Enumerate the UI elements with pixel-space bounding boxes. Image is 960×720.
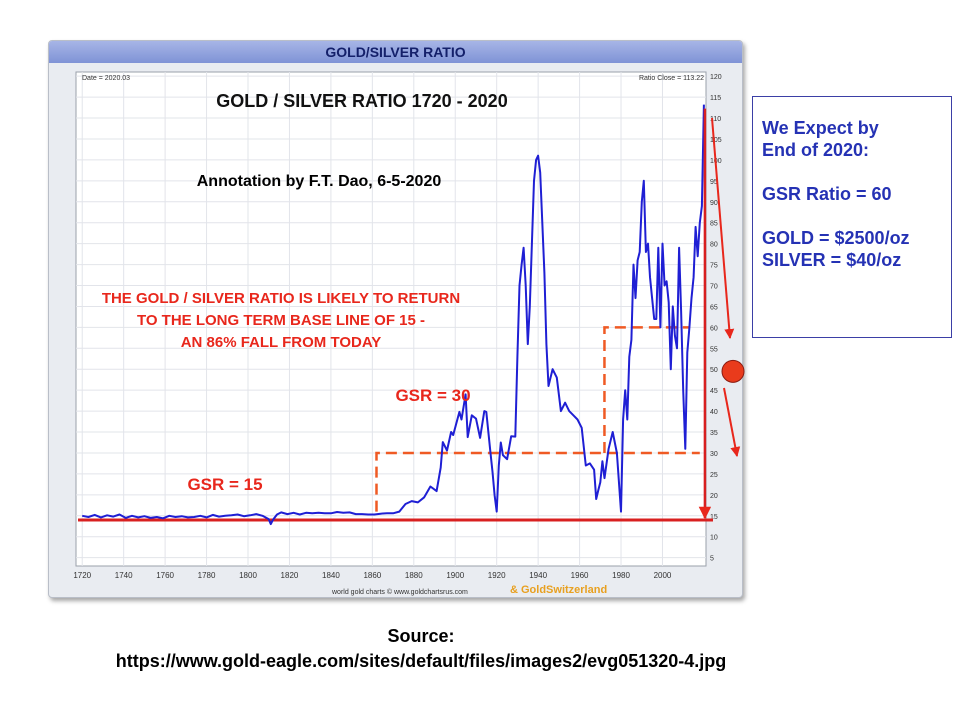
x-tick-label: 2000 [654, 571, 672, 580]
x-tick-label: 1960 [571, 571, 589, 580]
plot-area [75, 71, 707, 567]
x-tick-label: 1940 [529, 571, 547, 580]
x-tick-label: 1860 [363, 571, 381, 580]
y-tick-label: 70 [710, 284, 718, 291]
credit-left: world gold charts © www.goldchartsrus.co… [331, 588, 468, 596]
x-tick-label: 1780 [198, 571, 216, 580]
source-citation: Source: https://www.gold-eagle.com/sites… [0, 624, 842, 674]
y-tick-label: 65 [710, 304, 718, 311]
y-tick-label: 110 [710, 116, 721, 123]
gsr15-label: GSR = 15 [187, 475, 262, 494]
y-tick-label: 85 [710, 221, 718, 228]
y-tick-label: 30 [710, 451, 718, 458]
grid [76, 72, 706, 566]
y-tick-label: 35 [710, 430, 718, 437]
x-tick-label: 1980 [612, 571, 630, 580]
y-tick-label: 5 [710, 556, 714, 563]
message-line-3: AN 86% FALL FROM TODAY [181, 334, 382, 351]
expect-line: SILVER = $40/oz [762, 250, 902, 270]
chart-header-title: GOLD/SILVER RATIO [49, 41, 742, 63]
x-tick-label: 1820 [281, 571, 299, 580]
source-label: Source: [387, 626, 455, 646]
y-tick-label: 55 [710, 346, 718, 353]
y-tick-label: 80 [710, 242, 718, 249]
x-tick-label: 1720 [73, 571, 91, 580]
y-tick-label: 45 [710, 388, 718, 395]
expect-line: GSR Ratio = 60 [762, 184, 892, 204]
gsr30-step-line [375, 451, 700, 512]
message-line-1: THE GOLD / SILVER RATIO IS LIKELY TO RET… [102, 290, 460, 307]
y-tick-label: 105 [710, 137, 722, 144]
y-tick-label: 120 [710, 74, 722, 81]
y-tick-label: 60 [710, 325, 718, 332]
x-tick-label: 1840 [322, 571, 340, 580]
y-tick-label: 15 [710, 514, 718, 521]
chart-title: GOLD / SILVER RATIO 1720 - 2020 [216, 91, 507, 111]
message-line-2: TO THE LONG TERM BASE LINE OF 15 - [137, 312, 425, 329]
x-tick-label: 1900 [446, 571, 464, 580]
y-tick-label: 50 [710, 367, 718, 374]
expect-gap [762, 205, 951, 227]
projection-arrow-lower [723, 387, 741, 457]
y-tick-label: 75 [710, 263, 718, 270]
y-tick-labels: 5101520253035404550556065707580859095100… [710, 74, 722, 562]
x-tick-label: 1800 [239, 571, 257, 580]
y-tick-label: 95 [710, 179, 718, 186]
y-tick-label: 115 [710, 95, 721, 102]
x-tick-label: 1740 [115, 571, 133, 580]
annotation-byline: Annotation by F.T. Dao, 6-5-2020 [197, 173, 442, 190]
expect-gap [762, 161, 951, 183]
credit-right: & GoldSwitzerland [510, 584, 607, 596]
y-tick-label: 90 [710, 200, 718, 207]
y-tick-label: 10 [710, 535, 718, 542]
x-tick-label: 1880 [405, 571, 423, 580]
expect-line: We Expect by [762, 118, 879, 138]
expectation-box: We Expect by End of 2020: GSR Ratio = 60… [752, 96, 952, 338]
gsr-series-line [82, 104, 705, 526]
gsr60-step-line [603, 326, 690, 453]
x-tick-labels: 1720 1740 1760 1780 1800 1820 1840 1860 1880 1900… [73, 571, 672, 580]
date-label: Date = 2020.03 [82, 75, 130, 82]
y-tick-label: 25 [710, 472, 718, 479]
projection-marker [721, 359, 745, 383]
x-tick-label: 1760 [156, 571, 174, 580]
y-tick-label: 20 [710, 493, 718, 500]
x-tick-label: 1920 [488, 571, 506, 580]
y-tick-label: 40 [710, 409, 718, 416]
ratio-close-label: Ratio Close = 113.22 [639, 75, 704, 82]
source-url: https://www.gold-eagle.com/sites/default… [115, 651, 727, 671]
expect-line: GOLD = $2500/oz [762, 228, 910, 248]
projection-arrow-upper [711, 117, 735, 339]
gsr30-label: GSR = 30 [395, 386, 470, 405]
expect-line: End of 2020: [762, 140, 870, 160]
